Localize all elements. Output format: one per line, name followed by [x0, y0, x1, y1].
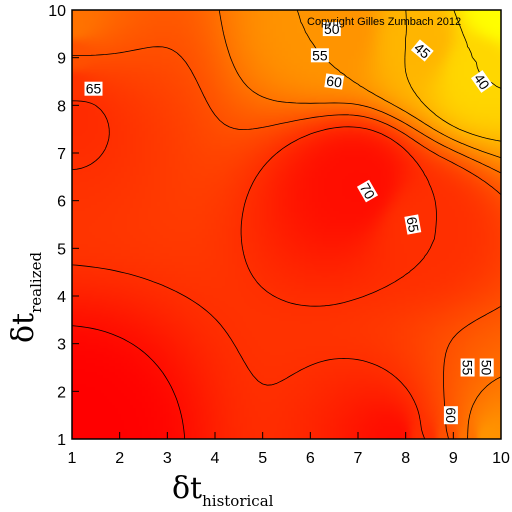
- y-axis-symbol: δt: [6, 313, 41, 343]
- contour-label-box: [479, 358, 494, 377]
- plot-frame: [71, 9, 502, 440]
- contour-label-box: [324, 73, 345, 90]
- x-tick-label: 10: [492, 450, 510, 467]
- y-axis-title: δtrealized: [6, 252, 45, 343]
- contour-label-box: [356, 179, 379, 203]
- contour-label-box: [443, 406, 458, 425]
- contour-line-70: [71, 325, 186, 440]
- contour-label-2: 55: [310, 47, 329, 63]
- x-tick-label: 5: [258, 450, 267, 467]
- contour-label-8: 55: [460, 358, 476, 377]
- contour-label-6: 70: [356, 179, 379, 203]
- copyright-text: Copyright Gilles Zumbach 2012: [307, 16, 461, 28]
- contour-label-text: 65: [404, 215, 422, 233]
- y-axis-ticks: 1 2 3 4 5 6 7 8 9 10: [48, 3, 79, 449]
- contour-label-box: [404, 214, 422, 235]
- y-tick-label: 7: [57, 146, 66, 163]
- contour-label-box: [84, 81, 103, 96]
- contour-label-3: 60: [324, 72, 345, 91]
- x-tick-label: 7: [354, 450, 363, 467]
- contour-label-box: [310, 48, 329, 63]
- y-tick-label: 9: [57, 51, 66, 68]
- x-tick-label: 1: [68, 450, 77, 467]
- contour-label-9: 50: [479, 358, 495, 377]
- x-axis-symbol: δt: [172, 471, 202, 506]
- y-tick-label: 5: [57, 241, 66, 258]
- x-axis-title: δthistorical: [172, 471, 274, 510]
- x-tick-label: 9: [449, 450, 458, 467]
- y-tick-label: 6: [57, 194, 66, 211]
- y-tick-label: 3: [57, 337, 66, 354]
- y-tick-label: 2: [57, 384, 66, 401]
- y-tick-label: 1: [57, 432, 66, 449]
- contour-line-55: [218, 9, 502, 440]
- contour-label-box: [471, 70, 493, 93]
- contour-label-text: 65: [86, 81, 102, 97]
- y-tick-label: 4: [57, 289, 66, 306]
- contour-label-text: 50: [479, 360, 495, 376]
- contour-label-box: [322, 22, 341, 37]
- y-axis-subscript: realized: [27, 252, 45, 313]
- x-tick-label: 2: [115, 450, 124, 467]
- contour-label-text: 55: [312, 47, 328, 63]
- contour-label-10: 60: [443, 406, 459, 425]
- contour-label-1: 50: [322, 21, 341, 37]
- contour-label-0: 65: [84, 81, 103, 97]
- contour-label-text: 60: [443, 407, 459, 423]
- contour-line-60: [71, 46, 502, 440]
- x-tick-label: 3: [163, 450, 172, 467]
- contour-label-4: 45: [410, 39, 434, 62]
- contour-lines: [71, 9, 502, 440]
- contour-label-text: 60: [325, 72, 343, 90]
- heatmap-surface: [72, 10, 501, 439]
- y-tick-label: 10: [48, 3, 66, 20]
- contour-label-7: 65: [404, 214, 422, 235]
- x-axis-subscript: historical: [202, 492, 274, 510]
- contour-label-5: 40: [471, 70, 493, 93]
- contour-line-45: [404, 9, 502, 142]
- x-axis-ticks: 1 2 3 4 5 6 7 8 9 10: [68, 432, 510, 467]
- x-tick-label: 6: [306, 450, 315, 467]
- contour-label-text: 70: [357, 180, 379, 202]
- contour-label-box: [460, 358, 475, 377]
- contour-label-text: 50: [324, 21, 340, 37]
- contour-line-65: [71, 100, 437, 440]
- y-tick-label: 8: [57, 98, 66, 115]
- x-tick-label: 4: [211, 450, 220, 467]
- contour-label-box: [410, 39, 434, 62]
- contour-label-text: 55: [460, 360, 476, 376]
- x-tick-label: 8: [401, 450, 410, 467]
